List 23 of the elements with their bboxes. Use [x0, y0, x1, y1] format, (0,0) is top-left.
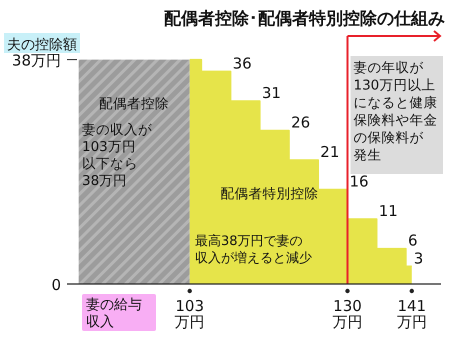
- ylabel: 夫の控除額: [4, 33, 80, 53]
- y-axis-title: 夫の控除額: [7, 37, 77, 53]
- ref-line-label: 妻の年収が130万円以上になると健康保険料や年金の保険料が発生: [354, 60, 438, 164]
- data-label: 21: [320, 143, 340, 161]
- data-label: 16: [350, 172, 369, 191]
- y-tick-label: 38万円: [12, 52, 61, 70]
- data-label: 11: [378, 202, 398, 220]
- series-label: 配偶者控除: [99, 96, 170, 112]
- x-tick-label: 141 万円: [396, 297, 427, 331]
- x-axis-title: 妻の給与収入: [86, 297, 142, 330]
- series-label: 配偶者特別控除: [220, 186, 319, 202]
- chart-title: 配偶者控除･配偶者特別控除の仕組み: [164, 9, 445, 29]
- annotation: 妻の収入が103万円以下なら38万円: [82, 122, 153, 189]
- data-label: 3: [414, 249, 424, 268]
- data-label: 26: [291, 113, 310, 132]
- x-tick-label: 103 万円: [174, 297, 205, 331]
- data-label: 31: [262, 84, 281, 102]
- data-label: 36: [232, 54, 252, 72]
- data-label: 6: [408, 232, 418, 250]
- annotation: 最高38万円で妻の収入が増えると減少: [195, 233, 312, 266]
- x-tick-label: 130 万円: [332, 297, 362, 331]
- xlabel: 妻の給与収入: [82, 294, 156, 331]
- y-tick-label: 0: [51, 276, 61, 294]
